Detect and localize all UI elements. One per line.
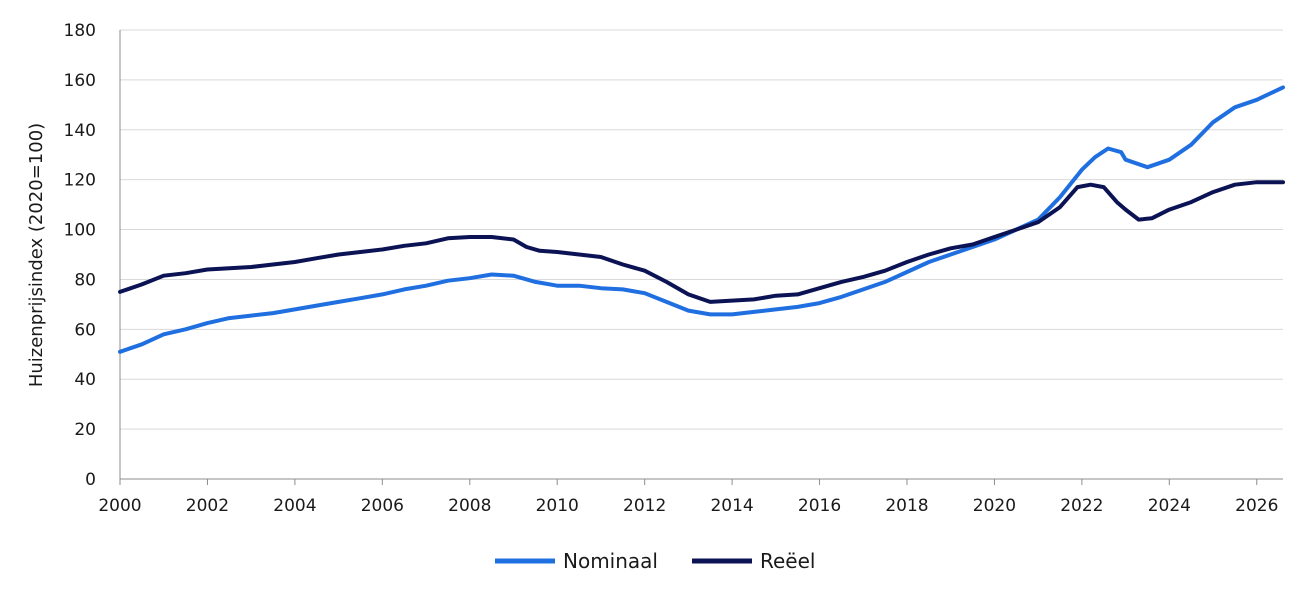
y-tick-label: 80 (74, 270, 96, 290)
x-tick-label: 2012 (623, 496, 666, 516)
series-line-reeel (118, 180, 1285, 304)
x-tick-label: 2014 (710, 496, 753, 516)
x-axis-ticks: 2000 2002 2004 2006 2008 2010 2012 2014 2016 2018… (98, 479, 1278, 516)
x-tick-label: 2010 (536, 496, 579, 516)
y-tick-label: 120 (64, 171, 96, 191)
legend-label: Nominaal (563, 549, 658, 573)
y-axis-label: Huizenprijsindex (2020=100) (26, 123, 47, 387)
x-tick-label: 2006 (361, 496, 404, 516)
series-line-nominaal (118, 85, 1285, 354)
y-tick-label: 180 (64, 21, 96, 41)
y-tick-label: 20 (74, 420, 96, 440)
gridlines (120, 29, 1283, 430)
x-tick-label: 2000 (98, 496, 141, 516)
x-tick-label: 2004 (273, 496, 316, 516)
legend: Nominaal Reëel (495, 549, 815, 573)
y-tick-label: 0 (85, 470, 96, 490)
x-tick-label: 2026 (1235, 496, 1278, 516)
x-tick-label: 2008 (448, 496, 491, 516)
series-lines (118, 85, 1285, 354)
y-axis-ticks: 0 20 40 60 80 100 120 140 160 180 (64, 21, 96, 490)
legend-label: Reëel (760, 549, 815, 573)
x-tick-label: 2024 (1148, 496, 1191, 516)
x-tick-label: 2018 (885, 496, 928, 516)
x-tick-label: 2022 (1060, 496, 1103, 516)
axes (119, 30, 1283, 480)
x-tick-label: 2002 (186, 496, 229, 516)
x-tick-label: 2016 (798, 496, 841, 516)
y-tick-label: 160 (64, 71, 96, 91)
y-tick-label: 60 (74, 320, 96, 340)
x-tick-label: 2020 (973, 496, 1016, 516)
y-tick-label: 40 (74, 370, 96, 390)
y-tick-label: 140 (64, 121, 96, 141)
y-tick-label: 100 (64, 221, 96, 241)
